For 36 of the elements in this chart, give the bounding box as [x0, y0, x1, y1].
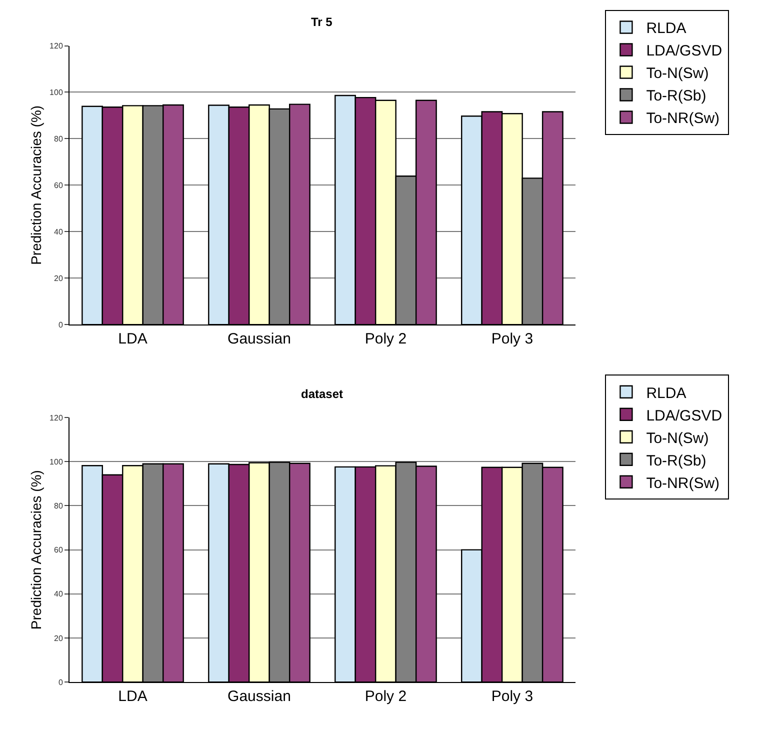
x-tick-label: LDA	[118, 330, 148, 348]
x-tick-label: Gaussian	[228, 330, 291, 348]
legend-label: To-N(Sw)	[646, 430, 709, 447]
y-tick-label: 80	[54, 502, 64, 511]
legend-label: RLDA	[646, 384, 686, 402]
y-tick-label: 20	[54, 634, 64, 643]
legend-label: RLDA	[646, 20, 686, 38]
legend-label: To-N(Sw)	[646, 65, 709, 82]
y-axis-title: Prediction Accuracies (%)	[28, 105, 44, 265]
y-tick-label: 40	[54, 590, 64, 599]
y-tick-label: 0	[58, 678, 64, 687]
y-tick-label: 40	[54, 227, 64, 236]
x-tick-label: Poly 3	[491, 688, 534, 706]
x-tick-label: Gaussian	[228, 688, 291, 706]
y-tick-label: 120	[50, 413, 64, 422]
y-tick-label: 120	[50, 42, 64, 51]
legend-label: To-NR(Sw)	[646, 110, 720, 128]
x-tick-label: Poly 2	[364, 688, 407, 706]
legend-label: To-R(Sb)	[646, 88, 706, 105]
y-tick-label: 20	[54, 274, 64, 283]
y-axis-title: Prediction Accuracies (%)	[28, 470, 44, 630]
y-tick-label: 60	[54, 180, 64, 190]
y-tick-label: 0	[58, 320, 64, 330]
x-tick-label: Poly 3	[491, 330, 534, 348]
legend-label: To-R(Sb)	[646, 452, 706, 470]
y-tick-label: 80	[54, 134, 64, 144]
x-tick-label: Poly 2	[364, 330, 407, 348]
chart-title: Tr 5	[311, 15, 333, 29]
chart-title: dataset	[301, 387, 344, 401]
y-tick-label: 100	[50, 88, 64, 98]
y-tick-label: 60	[54, 546, 64, 555]
y-tick-label: 100	[50, 457, 64, 466]
legend-label: LDA/GSVD	[646, 42, 722, 60]
legend-label: LDA/GSVD	[646, 407, 722, 424]
x-tick-label: LDA	[118, 688, 148, 706]
legend-label: To-NR(Sw)	[646, 474, 720, 492]
